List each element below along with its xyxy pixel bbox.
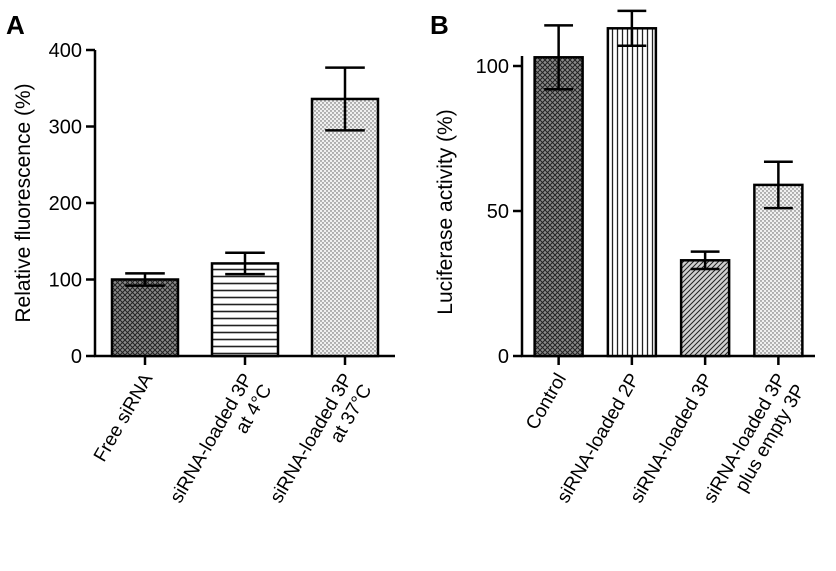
- x-tick-label-line: siRNA-loaded 3P: [626, 370, 717, 507]
- x-tick-label: Free siRNA: [90, 370, 157, 466]
- x-tick-label: Control: [522, 370, 571, 434]
- y-axis-title: Relative fluorescence (%): [12, 83, 35, 322]
- bar: [533, 56, 584, 358]
- y-tick-label: 200: [49, 193, 82, 215]
- panel-a-chart: A 0 100 200 300 400 Relative fluorescence (%) F…: [6, 10, 395, 518]
- x-tick-label-line: siRNA-loaded 2P: [553, 370, 644, 507]
- x-tick-label-line: siRNA-loaded 3P: [166, 370, 257, 507]
- panel-b-letter: B: [430, 10, 449, 40]
- y-axis-title: Luciferase activity (%): [434, 109, 457, 314]
- y-tick-label: 100: [49, 270, 82, 292]
- y-tick-label: 300: [49, 117, 82, 139]
- y-tick-label: 50: [487, 201, 509, 223]
- bar: [679, 259, 731, 358]
- y-tick-label: 0: [498, 346, 509, 368]
- bar: [606, 27, 658, 358]
- bar: [210, 262, 280, 358]
- x-tick-label: siRNA-loaded 3Pat 37°C: [266, 370, 376, 518]
- y-tick-label: 100: [476, 56, 509, 78]
- bar: [753, 183, 804, 358]
- x-tick-label: siRNA-loaded 2P: [553, 370, 644, 507]
- y-tick-label: 0: [71, 346, 82, 368]
- x-tick-label: siRNA-loaded 3P: [626, 370, 717, 507]
- x-tick-label: siRNA-loaded 3Pplus empty 3P: [700, 370, 810, 518]
- x-tick-label: siRNA-loaded 3Pat 4°C: [166, 370, 276, 518]
- panel-a-letter: A: [6, 10, 25, 40]
- x-tick-label-line: Free siRNA: [90, 370, 157, 466]
- bar: [110, 278, 180, 358]
- bar: [310, 97, 380, 358]
- y-tick-label: 400: [49, 40, 82, 62]
- x-tick-label-line: Control: [522, 370, 571, 434]
